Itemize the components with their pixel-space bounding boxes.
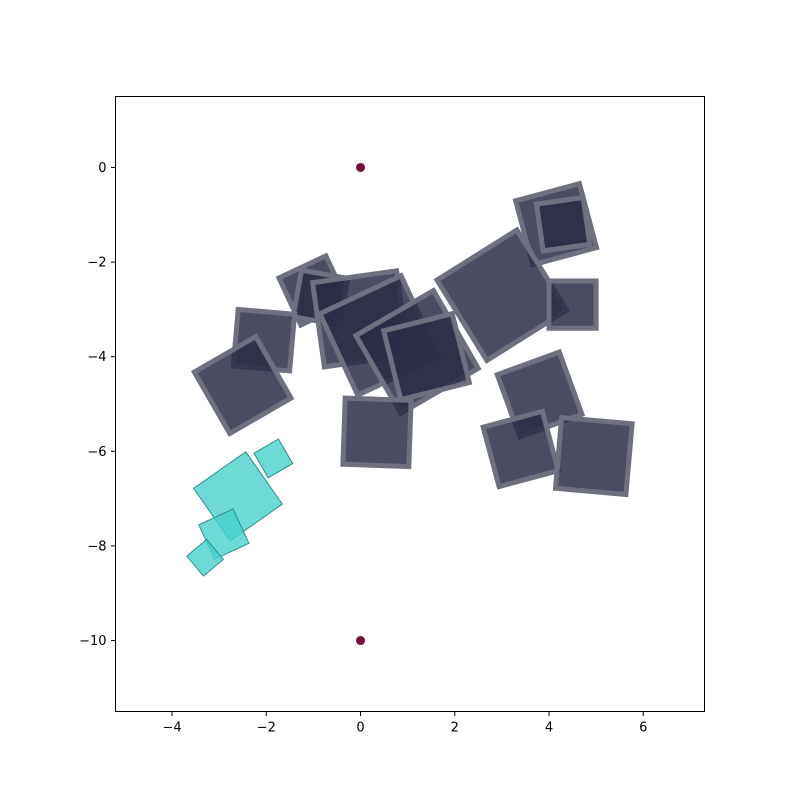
square-marker-series-1-11 [190,333,295,437]
y-tick-label-0: 0 [98,161,106,176]
y-axis-ticks: 0 −2 −4 −6 −8 −10 [79,161,116,649]
y-tick-label-4: −8 [87,539,106,554]
y-tick-label-5: −10 [79,634,106,649]
plot-frame [115,96,705,712]
y-tick-label-1: −2 [87,256,106,271]
y-tick-label-2: −4 [87,350,106,365]
plot-data [186,162,635,646]
x-tick-label-3: 2 [451,721,459,736]
point-marker-0 [356,162,366,172]
x-tick-label-5: 6 [639,721,647,736]
x-tick-label-4: 4 [545,721,553,736]
square-marker-series-1-8 [433,226,571,364]
x-tick-label-2: 0 [356,721,364,736]
x-tick-label-1: −2 [257,721,276,736]
square-marker-series-1-14 [480,408,562,490]
square-marker-series-1-7 [380,310,473,403]
y-tick-label-3: −6 [87,445,106,460]
square-marker-series-1-15 [552,414,635,498]
point-marker-1 [356,636,366,646]
square-marker-series-2-3 [186,538,225,577]
x-tick-label-0: −4 [162,721,181,736]
square-marker-series-1-9 [546,278,599,331]
square-marker-series-2-0 [253,438,294,479]
square-marker-series-1-12 [340,395,414,470]
x-axis-ticks: −4 −2 0 2 4 6 [162,711,647,736]
square-marker-series-1-1 [533,194,593,254]
